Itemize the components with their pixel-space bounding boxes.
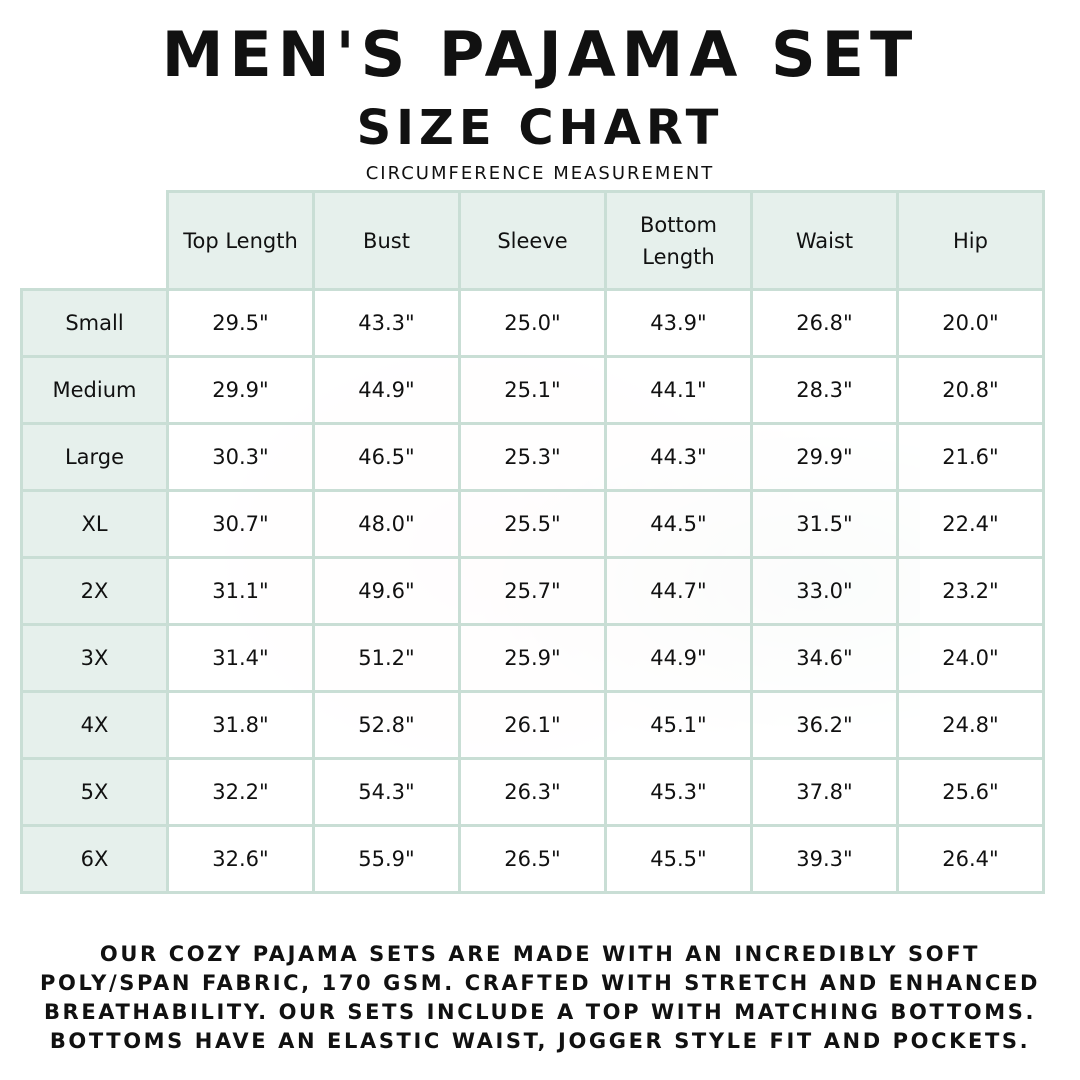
measurement-cell: 25.7" (458, 556, 607, 626)
measurement-cell: 25.6" (896, 757, 1045, 827)
measurement-cell: 46.5" (312, 422, 461, 492)
column-header: Top Length (166, 190, 315, 291)
measurement-cell: 29.5" (166, 288, 315, 358)
measurement-cell: 29.9" (166, 355, 315, 425)
measurement-cell: 28.3" (750, 355, 899, 425)
page-subtitle: SIZE CHART (356, 100, 724, 156)
measurement-cell: 39.3" (750, 824, 899, 894)
measurement-cell: 30.3" (166, 422, 315, 492)
measurement-cell: 45.3" (604, 757, 753, 827)
table-row: XL 30.7" 48.0" 25.5" 44.5" 31.5" 22.4" (20, 489, 1045, 559)
measurement-cell: 55.9" (312, 824, 461, 894)
size-label: 4X (20, 690, 169, 760)
footer-text: OUR COZY PAJAMA SETS ARE MADE WITH AN IN… (0, 940, 1080, 1056)
measurement-cell: 26.5" (458, 824, 607, 894)
table-row: 3X 31.4" 51.2" 25.9" 44.9" 34.6" 24.0" (20, 623, 1045, 693)
measurement-cell: 54.3" (312, 757, 461, 827)
measurement-cell: 22.4" (896, 489, 1045, 559)
measurement-cell: 31.4" (166, 623, 315, 693)
measurement-cell: 44.1" (604, 355, 753, 425)
table-row: 2X 31.1" 49.6" 25.7" 44.7" 33.0" 23.2" (20, 556, 1045, 626)
measurement-cell: 51.2" (312, 623, 461, 693)
footer-line: POLY/SPAN FABRIC, 170 GSM. CRAFTED WITH … (40, 971, 1040, 995)
table-row: Medium 29.9" 44.9" 25.1" 44.1" 28.3" 20.8" (20, 355, 1045, 425)
measurement-cell: 44.5" (604, 489, 753, 559)
measurement-cell: 31.1" (166, 556, 315, 626)
measurement-cell: 31.8" (166, 690, 315, 760)
measurement-cell: 33.0" (750, 556, 899, 626)
measurement-cell: 49.6" (312, 556, 461, 626)
column-header: Sleeve (458, 190, 607, 291)
measurement-cell: 25.0" (458, 288, 607, 358)
measurement-cell: 43.9" (604, 288, 753, 358)
size-label: Large (20, 422, 169, 492)
size-label: 3X (20, 623, 169, 693)
measurement-cell: 32.2" (166, 757, 315, 827)
measurement-cell: 45.1" (604, 690, 753, 760)
header-row: Top Length Bust Sleeve Bottom Length Waist Hi… (21, 190, 1045, 291)
measurement-cell: 45.5" (604, 824, 753, 894)
column-header: Hip (896, 190, 1045, 291)
measurement-cell: 24.0" (896, 623, 1045, 693)
measurement-cell: 52.8" (312, 690, 461, 760)
table-row: 6X 32.6" 55.9" 26.5" 45.5" 39.3" 26.4" (20, 824, 1045, 894)
measurement-cell: 43.3" (312, 288, 461, 358)
table-row: 4X 31.8" 52.8" 26.1" 45.1" 36.2" 24.8" (20, 690, 1045, 760)
measurement-cell: 48.0" (312, 489, 461, 559)
measurement-cell: 26.8" (750, 288, 899, 358)
caption: CIRCUMFERENCE MEASUREMENT (365, 163, 715, 184)
measurement-cell: 25.3" (458, 422, 607, 492)
size-label: 2X (20, 556, 169, 626)
size-label: Medium (20, 355, 169, 425)
size-label: Small (20, 288, 169, 358)
measurement-cell: 25.5" (458, 489, 607, 559)
measurement-cell: 26.4" (896, 824, 1045, 894)
footer-line: OUR COZY PAJAMA SETS ARE MADE WITH AN IN… (99, 942, 981, 966)
measurement-cell: 26.3" (458, 757, 607, 827)
measurement-cell: 25.1" (458, 355, 607, 425)
measurement-cell: 34.6" (750, 623, 899, 693)
measurement-cell: 23.2" (896, 556, 1045, 626)
measurement-cell: 20.0" (896, 288, 1045, 358)
measurement-cell: 32.6" (166, 824, 315, 894)
measurement-cell: 26.1" (458, 690, 607, 760)
measurement-cell: 44.9" (312, 355, 461, 425)
measurement-cell: 31.5" (750, 489, 899, 559)
page-title: MEN'S PAJAMA SET (161, 18, 919, 91)
measurement-cell: 30.7" (166, 489, 315, 559)
footer-line: BOTTOMS HAVE AN ELASTIC WAIST, JOGGER ST… (49, 1029, 1031, 1053)
measurement-cell: 44.9" (604, 623, 753, 693)
measurement-cell: 24.8" (896, 690, 1045, 760)
size-label: 5X (20, 757, 169, 827)
table-row: Large 30.3" 46.5" 25.3" 44.3" 29.9" 21.6" (20, 422, 1045, 492)
measurement-cell: 44.3" (604, 422, 753, 492)
table-row: Small 29.5" 43.3" 25.0" 43.9" 26.8" 20.0" (20, 288, 1045, 358)
column-header: Bottom Length (604, 190, 753, 291)
measurement-cell: 29.9" (750, 422, 899, 492)
table-row: 5X 32.2" 54.3" 26.3" 45.3" 37.8" 25.6" (20, 757, 1045, 827)
corner-cell (21, 191, 168, 290)
size-label: XL (20, 489, 169, 559)
size-label: 6X (20, 824, 169, 894)
size-table: Top Length Bust Sleeve Bottom Length Waist Hi… (20, 190, 1045, 894)
column-header: Bust (312, 190, 461, 291)
measurement-cell: 44.7" (604, 556, 753, 626)
measurement-cell: 20.8" (896, 355, 1045, 425)
measurement-cell: 37.8" (750, 757, 899, 827)
footer-line: BREATHABILITY. OUR SETS INCLUDE A TOP WI… (43, 1000, 1037, 1024)
measurement-cell: 25.9" (458, 623, 607, 693)
measurement-cell: 36.2" (750, 690, 899, 760)
column-header: Waist (750, 190, 899, 291)
measurement-cell: 21.6" (896, 422, 1045, 492)
